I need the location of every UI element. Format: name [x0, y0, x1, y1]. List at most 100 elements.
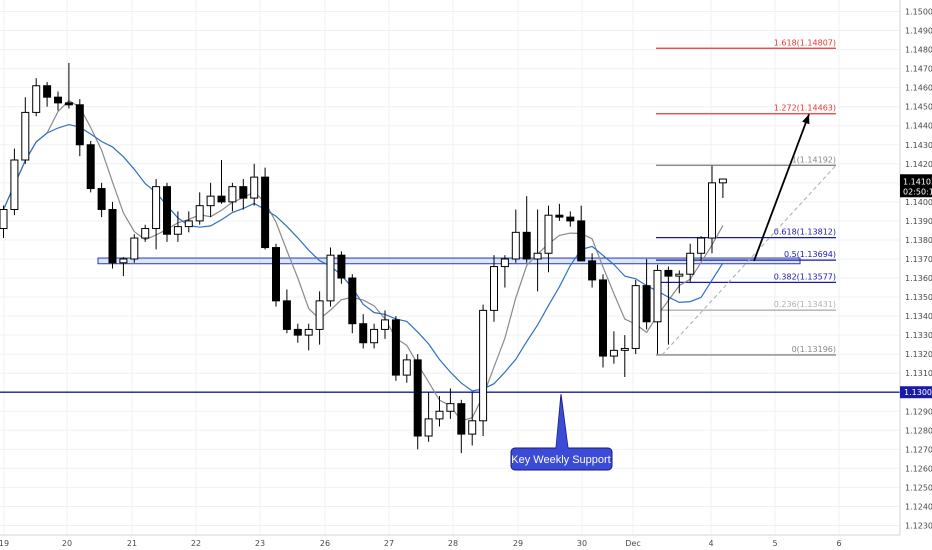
time-axis[interactable]: 19 20 21 22 23 26 27 28 29 30 Dec 4 5 6: [0, 534, 900, 548]
fib-label: 0.5(1.13694): [784, 250, 836, 259]
candle-body: [261, 176, 270, 249]
candle-body: [697, 237, 706, 254]
arrow-head: [802, 114, 810, 125]
candle-body: [609, 349, 618, 357]
ma-slow-line: [2, 123, 724, 392]
time-tick-label: 26: [320, 539, 330, 548]
candle-body: [0, 208, 8, 230]
candle-body: [108, 208, 117, 264]
candle-body: [217, 195, 226, 203]
candle-body: [195, 205, 204, 222]
callout-pointer-fill: [556, 398, 568, 449]
candle-body: [348, 277, 357, 325]
candle-body: [631, 285, 640, 349]
price-tick-label: 1.15000: [905, 8, 932, 17]
time-tick-label: 21: [127, 539, 137, 548]
price-tick-label: 1.12500: [905, 483, 932, 492]
price-tick-label: 1.12700: [905, 445, 932, 454]
candle-body: [250, 176, 259, 199]
candle-body: [141, 228, 150, 239]
candle-body: [97, 188, 106, 210]
candle-body: [566, 216, 575, 222]
price-tick-label: 1.14700: [905, 65, 932, 74]
price-tick-label: 1.13100: [905, 369, 932, 378]
price-tick-label: 1.13200: [905, 350, 932, 359]
candle-body: [75, 104, 84, 146]
price-axis[interactable]: 1.15000 1.14900 1.14800 1.14700 1.14600 1.145…: [899, 0, 932, 535]
price-tick-label: 1.13700: [905, 255, 932, 264]
candle-body: [315, 300, 324, 330]
fib-label: 1.618(1.14807): [774, 38, 836, 47]
candle-body: [533, 252, 542, 260]
price-tick-label: 1.14000: [905, 198, 932, 207]
time-tick-label: Dec: [625, 539, 640, 548]
projection-arrow: [753, 113, 810, 262]
candle-body: [718, 178, 727, 184]
support-zone-band: [97, 257, 801, 265]
price-tick-label: 1.13800: [905, 236, 932, 245]
grid: [0, 0, 900, 535]
candle-body: [43, 85, 52, 98]
price-tick-label: 1.14600: [905, 84, 932, 93]
candle-body: [391, 319, 400, 376]
candle-body: [228, 186, 237, 203]
candle-body: [206, 195, 215, 207]
candle-body: [282, 300, 291, 330]
callout-text: Key Weekly Support: [511, 454, 610, 466]
price-tick-label: 1.14900: [905, 27, 932, 36]
candle-body: [184, 220, 193, 228]
candle-body: [163, 186, 171, 235]
candle-body: [446, 403, 455, 412]
candle-body: [130, 237, 139, 260]
candle-body: [620, 347, 629, 351]
candle-body: [686, 252, 695, 275]
candle-body: [370, 328, 379, 344]
candle-body: [272, 247, 280, 302]
candle-body: [152, 186, 161, 230]
candle-body: [32, 85, 41, 113]
price-badge-text: 1.14103: [903, 177, 932, 186]
price-tick-label: 1.13300: [905, 331, 932, 340]
candle-body: [522, 231, 531, 260]
candle-body: [708, 182, 716, 239]
candle-body: [490, 266, 498, 311]
time-tick-label: 22: [191, 539, 201, 548]
price-tick-label: 1.13400: [905, 312, 932, 321]
candle-body: [500, 258, 509, 268]
moving-averages: [2, 99, 724, 422]
candle-body: [435, 410, 444, 420]
candle-body: [304, 328, 313, 336]
price-tick-label: 1.12800: [905, 426, 932, 435]
candle-body: [119, 258, 128, 264]
candle-body: [359, 323, 368, 344]
time-tick-label: 6: [836, 539, 841, 548]
fib-label: 0.236(1.13431): [774, 300, 836, 309]
price-tick-label: 1.12900: [905, 407, 932, 416]
fib-label: 1.272(1.14463): [774, 104, 836, 113]
fibonacci-levels: 1.618(1.14807) 1.272(1.14463) 1(1.14192) 0.…: [656, 38, 837, 356]
time-tick-label: 29: [513, 539, 523, 548]
candle-body: [10, 159, 19, 210]
candle-body: [54, 96, 62, 104]
candle-body: [381, 319, 389, 330]
annotations: Key Weekly Support: [510, 113, 810, 471]
price-tick-label: 1.14400: [905, 122, 932, 131]
fib-label: 0.618(1.13812): [774, 228, 836, 237]
time-tick-label: 20: [62, 539, 72, 548]
price-tick-label: 1.14800: [905, 46, 932, 55]
fib-label: 0.382(1.13577): [774, 272, 836, 281]
candle-body: [173, 226, 182, 235]
candle-body: [326, 254, 335, 302]
fib-trend-line: [661, 164, 837, 356]
time-tick-label: 28: [448, 539, 458, 548]
price-tick-label: 1.12300: [905, 521, 932, 530]
candle-body: [64, 102, 73, 106]
price-badge: [900, 174, 932, 198]
fib-label: 0(1.13196): [792, 345, 836, 354]
candle-body: [588, 260, 597, 281]
price-tick-label: 1.12400: [905, 502, 932, 511]
candle-body: [479, 309, 488, 422]
candle-body: [293, 328, 302, 336]
time-tick-label: 30: [577, 539, 587, 548]
